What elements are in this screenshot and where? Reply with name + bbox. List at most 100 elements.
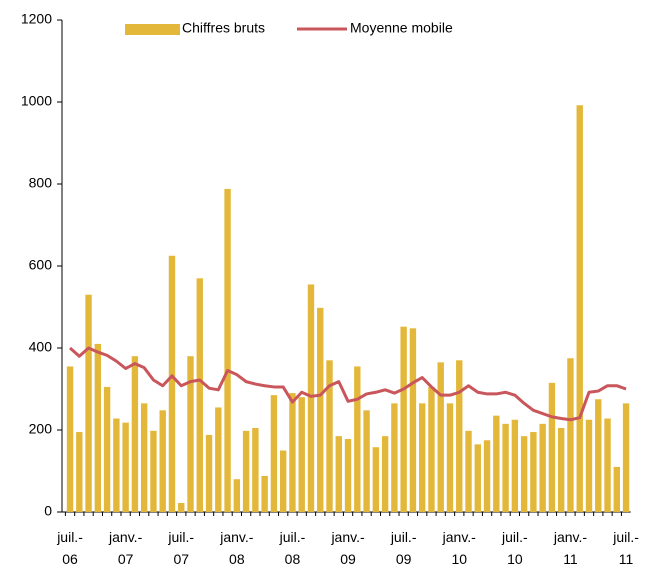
bar (289, 393, 296, 512)
legend-label: Chiffres bruts (182, 20, 265, 36)
x-tick-label-line: 07 (173, 551, 189, 567)
legend-label: Moyenne mobile (350, 20, 453, 36)
bar (595, 399, 602, 512)
bar (94, 343, 102, 512)
x-tick-label: juil.- 08 (279, 529, 306, 567)
bar (270, 395, 278, 512)
bar (622, 403, 630, 512)
x-tick-label: janv.- 11 (553, 529, 588, 567)
bar (557, 427, 565, 512)
x-tick-label-line: 11 (619, 551, 634, 567)
bar (604, 418, 611, 512)
bar (66, 366, 74, 512)
bar (224, 188, 231, 513)
y-tick-label: 1200 (21, 11, 52, 27)
x-tick-label: janv.- 10 (442, 529, 477, 567)
bar (261, 475, 268, 512)
bar (567, 358, 574, 512)
x-tick-label-line: janv.- (330, 529, 365, 545)
bar (252, 427, 259, 512)
x-tick-label: juil.- 09 (390, 529, 417, 567)
bar (456, 360, 463, 512)
bar (391, 403, 398, 512)
bar (502, 423, 509, 512)
bar (150, 430, 157, 512)
bar (233, 479, 241, 512)
bar (215, 407, 222, 512)
x-tick-label-line: juil.- (167, 529, 194, 545)
bar (363, 410, 370, 512)
bar (159, 410, 166, 512)
x-tick-label: janv.- 08 (219, 529, 254, 567)
bar (205, 434, 213, 512)
bar (613, 466, 620, 512)
bar (539, 423, 546, 512)
bar (187, 356, 194, 512)
bar (354, 366, 361, 512)
bar (196, 278, 203, 512)
bar (530, 432, 537, 512)
x-tick-label-line: 09 (396, 551, 412, 567)
x-tick-label-line: juil.- (279, 529, 306, 545)
bar (418, 403, 426, 512)
bar (437, 362, 444, 512)
bar (131, 356, 139, 512)
bar (381, 436, 389, 512)
bar (493, 415, 500, 512)
x-tick-label-line: juil.- (390, 529, 417, 545)
bar (298, 397, 305, 512)
x-tick-label-line: 11 (563, 551, 578, 567)
bar (428, 386, 435, 512)
x-tick-label-line: 09 (340, 551, 356, 567)
x-tick-label-line: juil.- (612, 529, 639, 545)
x-tick-label-line: janv.- (553, 529, 588, 545)
x-tick-label-line: 08 (285, 551, 301, 567)
x-tick-label: janv.- 07 (108, 529, 143, 567)
x-tick-label-line: 10 (451, 551, 467, 567)
bar (511, 419, 519, 512)
y-tick-label: 400 (29, 339, 53, 355)
bar (317, 307, 324, 512)
bar (585, 419, 593, 512)
y-tick-label: 1000 (21, 93, 52, 109)
y-tick-label: 800 (29, 175, 53, 191)
bar (474, 444, 481, 512)
bar (548, 382, 556, 512)
bar (242, 430, 250, 512)
bar (520, 436, 528, 512)
bar (122, 422, 129, 512)
x-tick-label-line: janv.- (219, 529, 254, 545)
x-tick-label: juil.- 06 (56, 529, 83, 567)
bar (372, 447, 380, 512)
bar (465, 430, 472, 512)
bar (344, 439, 352, 512)
bar (140, 403, 148, 512)
bar (85, 294, 92, 512)
y-tick-label: 200 (29, 421, 53, 437)
bar (409, 328, 417, 512)
bar (335, 436, 342, 512)
x-tick-label-line: 10 (507, 551, 523, 567)
legend-swatch (125, 24, 180, 35)
x-tick-label-line: janv.- (442, 529, 477, 545)
x-tick-label: juil.- 11 (612, 529, 639, 567)
x-tick-label-line: juil.- (501, 529, 528, 545)
x-tick-label: janv.- 09 (330, 529, 365, 567)
x-tick-label-line: 08 (229, 551, 245, 567)
bar (576, 105, 583, 512)
x-tick-label-line: juil.- (56, 529, 83, 545)
y-tick-label: 600 (29, 257, 53, 273)
x-tick-label: juil.- 07 (167, 529, 194, 567)
bar (103, 386, 111, 512)
x-tick-label-line: 07 (118, 551, 134, 567)
bar (446, 403, 454, 512)
bar (279, 450, 287, 512)
bar (113, 418, 120, 512)
bar (307, 284, 315, 512)
x-tick-label-line: 06 (62, 551, 78, 567)
moving-average-line (69, 346, 627, 422)
y-tick-label: 0 (44, 503, 52, 519)
bar (400, 326, 407, 512)
x-tick-label-line: janv.- (108, 529, 143, 545)
